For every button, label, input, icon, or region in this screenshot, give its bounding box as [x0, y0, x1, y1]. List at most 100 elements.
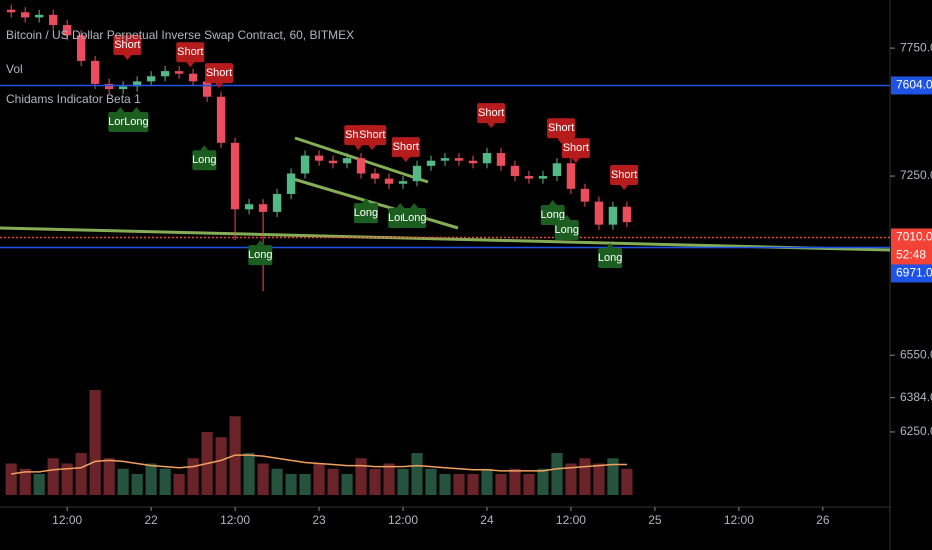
- y-tick-label: 6384.0: [900, 390, 932, 404]
- candle-body: [524, 176, 534, 179]
- candle-body: [146, 76, 156, 82]
- candle-body: [76, 35, 86, 61]
- signal-label: Short: [177, 46, 203, 58]
- y-tick-label: 6250.0: [900, 424, 932, 438]
- candle-body: [440, 158, 450, 161]
- y-tick-label: 7750.0: [900, 40, 932, 54]
- signal-pointer: [620, 185, 629, 191]
- volume-bar: [243, 453, 255, 495]
- candle-body: [62, 25, 72, 36]
- signal-pointer: [606, 242, 615, 248]
- candle-body: [608, 206, 618, 225]
- signal-pointer: [200, 145, 209, 151]
- signal-pointer: [256, 240, 265, 246]
- volume-bar: [33, 474, 45, 495]
- signal-box: [113, 35, 142, 56]
- volume-bar: [439, 474, 451, 495]
- signal-label: Long: [124, 116, 148, 128]
- volume-bar: [467, 474, 479, 495]
- candle-body: [496, 153, 506, 166]
- price-label: 7010.0: [896, 230, 932, 244]
- candle-body: [20, 12, 30, 18]
- chart-title: Bitcoin / US Dollar Perpetual Inverse Sw…: [6, 28, 354, 42]
- candle-body: [258, 204, 268, 212]
- volume-bar: [621, 468, 633, 495]
- trend-line: [0, 226, 891, 252]
- signal-label: Long: [192, 154, 216, 166]
- volume-bar: [495, 474, 507, 495]
- signal-box: [561, 138, 590, 159]
- signal-box: [358, 125, 387, 146]
- signal-pointer: [368, 145, 377, 151]
- x-tick-label: 25: [648, 513, 662, 527]
- candle-body: [104, 83, 114, 90]
- signal-label: Short: [611, 169, 637, 181]
- volume-bar: [425, 468, 437, 495]
- signal-box: [547, 118, 576, 139]
- signal-pointer: [487, 123, 496, 129]
- candle-body: [272, 193, 282, 212]
- volume-bar: [145, 463, 157, 495]
- signal-box: [402, 208, 427, 229]
- volume-bar: [579, 458, 591, 495]
- x-tick-label: 12:00: [388, 513, 418, 527]
- candle-body: [244, 204, 254, 210]
- signal-box: [391, 137, 420, 158]
- candle-body: [412, 165, 422, 182]
- candle-body: [48, 14, 58, 26]
- volume-ma: [11, 454, 627, 475]
- candle-body: [468, 160, 478, 164]
- volume-bar: [313, 463, 325, 495]
- indicator-legend: Vol: [6, 62, 23, 76]
- y-tick-label: 6550.0: [900, 347, 932, 361]
- price-label-bg: [891, 228, 932, 247]
- volume-bar: [187, 458, 199, 495]
- candle-body: [398, 181, 408, 184]
- signal-box: [477, 103, 506, 124]
- x-tick-label: 22: [144, 513, 158, 527]
- candle-body: [328, 160, 338, 164]
- countdown-bg: [891, 246, 932, 265]
- candle-body: [216, 96, 226, 143]
- x-tick-label: 12:00: [724, 513, 754, 527]
- volume-bar: [19, 468, 31, 495]
- candle-body: [202, 81, 212, 97]
- volume-bar: [369, 468, 381, 495]
- candle-body: [174, 71, 184, 74]
- candle-body: [384, 178, 394, 184]
- price-label: 6971.0: [896, 266, 932, 280]
- signal-pointer: [396, 203, 405, 209]
- volume-bar: [47, 458, 59, 495]
- volume-bar: [159, 468, 171, 495]
- signal-pointer: [410, 203, 419, 209]
- signal-pointer: [116, 107, 125, 113]
- candle-body: [370, 173, 380, 179]
- signal-label: Short: [359, 129, 385, 141]
- candle-body: [188, 73, 198, 82]
- signal-pointer: [354, 145, 363, 151]
- candle-body: [580, 188, 590, 202]
- signal-pointer: [562, 215, 571, 221]
- volume-bar: [607, 458, 619, 495]
- signal-pointer: [361, 198, 370, 204]
- signal-box: [353, 203, 378, 224]
- volume-bar: [481, 468, 493, 495]
- candle-body: [622, 206, 632, 223]
- x-tick-label: 12:00: [556, 513, 586, 527]
- candle-body: [6, 9, 16, 13]
- candle-body: [482, 153, 492, 164]
- signal-pointer: [186, 62, 195, 68]
- signal-pointer: [123, 55, 132, 61]
- signal-pointer: [548, 199, 557, 205]
- candle-body: [300, 155, 310, 174]
- volume-bar: [103, 458, 115, 495]
- volume-bar: [383, 463, 395, 495]
- signal-pointer: [571, 158, 580, 164]
- candle-body: [118, 86, 128, 90]
- volume-bar: [327, 468, 339, 495]
- signal-label: Long: [354, 207, 378, 219]
- price-label: 7604.0: [896, 78, 932, 92]
- volume-bar: [509, 468, 521, 495]
